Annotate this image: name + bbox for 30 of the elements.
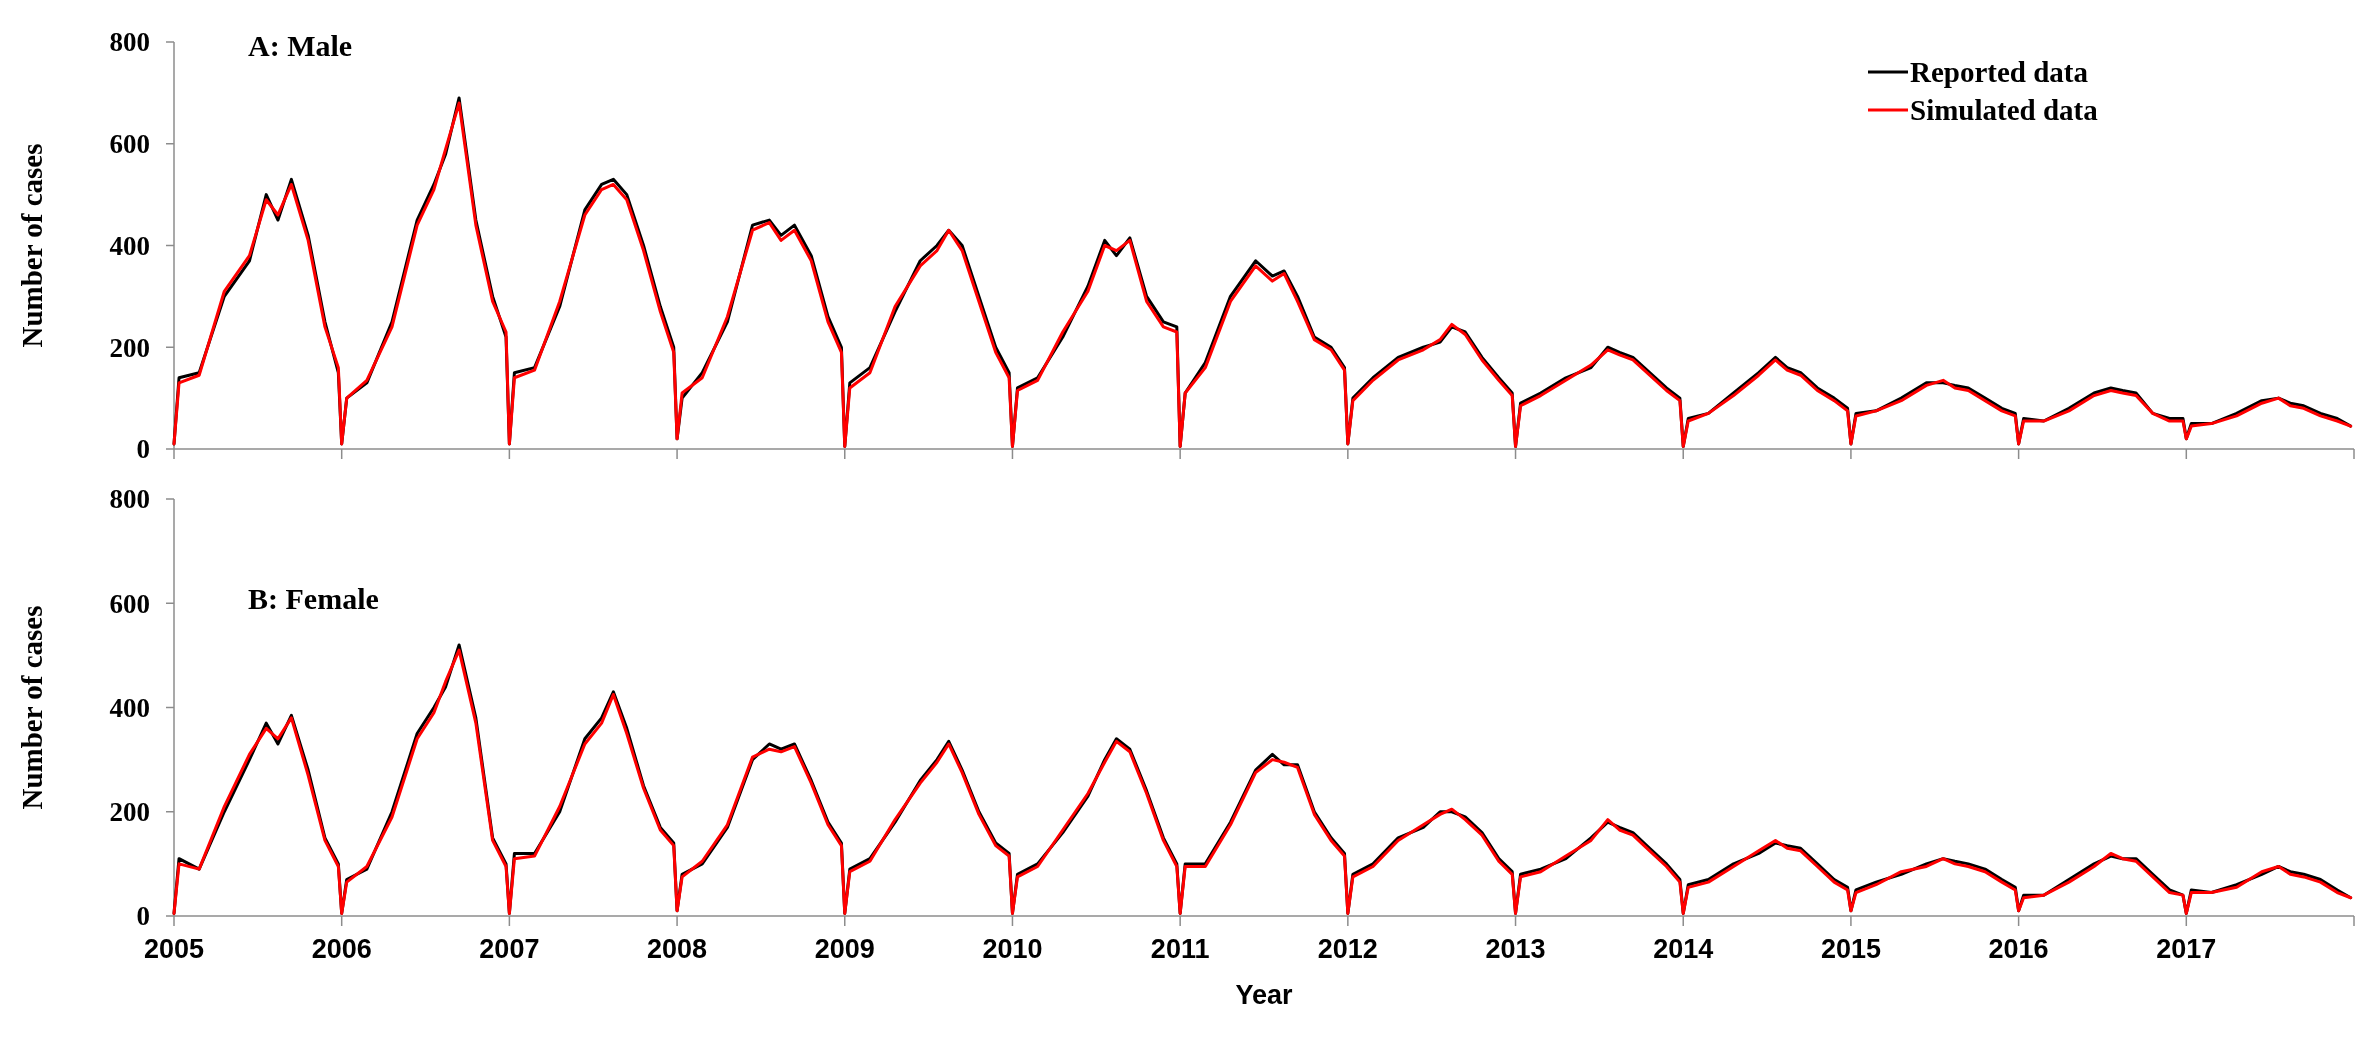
y-axis-title: Number of cases <box>16 143 48 348</box>
x-tick-label: 2016 <box>1988 934 2049 964</box>
y-tick-label: 0 <box>136 434 150 465</box>
x-tick-label: 2009 <box>814 934 875 964</box>
y-tick-label: 200 <box>109 332 150 363</box>
x-tick-label: 2008 <box>647 934 708 964</box>
x-tick-label: 2017 <box>2156 934 2217 964</box>
x-tick-label: 2015 <box>1820 934 1881 964</box>
x-tick-label: 2010 <box>982 934 1043 964</box>
text: B: Female <box>248 582 379 615</box>
legend-label: Simulated data <box>1910 94 2099 127</box>
y-tick-label: 400 <box>109 692 150 723</box>
chart-title: A: Male <box>248 29 353 62</box>
x-tick-label: 2013 <box>1485 934 1546 964</box>
y-tick-label: 800 <box>109 484 150 515</box>
y-tick-label: 0 <box>136 901 150 932</box>
legend-label: Reported data <box>1910 56 2089 89</box>
x-tick-label: 2007 <box>479 934 540 964</box>
y-tick-label: 600 <box>109 129 150 160</box>
x-tick-label: 2005 <box>143 934 205 964</box>
x-tick-label: 2014 <box>1653 934 1714 964</box>
y-tick-label: 800 <box>109 27 150 58</box>
y-tick-label: 200 <box>109 797 150 828</box>
y-tick-label: 400 <box>109 230 150 261</box>
x-tick-label: 2006 <box>311 934 372 964</box>
x-tick-label: 2011 <box>1150 934 1210 964</box>
x-tick-label: 2012 <box>1317 934 1378 964</box>
y-tick-label: 600 <box>109 588 150 619</box>
x-axis-title: Year <box>1235 980 1294 1010</box>
y-axis-title: Number of cases <box>16 605 48 810</box>
